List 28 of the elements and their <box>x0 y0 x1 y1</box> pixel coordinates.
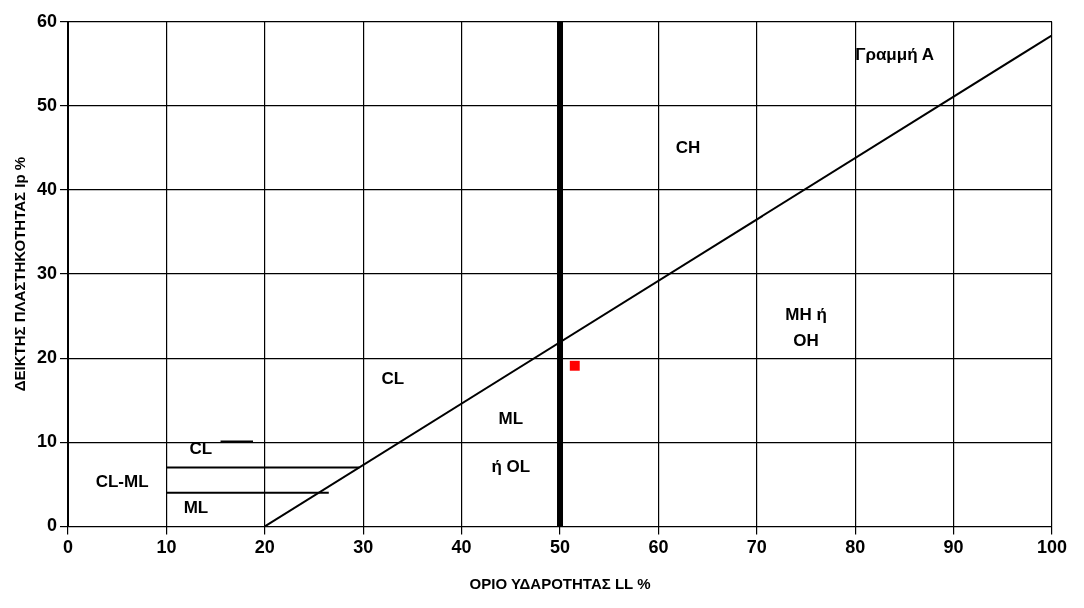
x-tick-label: 50 <box>550 537 571 558</box>
y-tick-label: 60 <box>36 10 58 31</box>
x-tick-label: 0 <box>63 537 74 558</box>
annotation: CL-ML <box>95 471 149 491</box>
annotation: Γραμμή Α <box>855 45 934 65</box>
x-tick-label: 90 <box>943 537 964 558</box>
y-tick-label: 10 <box>36 431 58 452</box>
annotation: ML <box>183 498 209 518</box>
annotation: ή OL <box>491 457 531 477</box>
x-tick-label: 10 <box>156 537 177 558</box>
x-tick-label: 60 <box>648 537 669 558</box>
annotation: CH <box>675 137 701 157</box>
y-tick-label: 50 <box>36 94 58 115</box>
x-tick-label: 20 <box>254 537 275 558</box>
x-axis-title: ΟΡΙΟ ΥΔΑΡΟΤΗΤΑΣ LL % <box>469 575 651 593</box>
x-tick-label: 30 <box>353 537 374 558</box>
x-tick-label: 40 <box>451 537 472 558</box>
y-tick-label: 0 <box>47 515 58 536</box>
y-tick-label: 30 <box>36 263 58 284</box>
x-tick-label: 100 <box>1036 537 1068 558</box>
annotation: CL <box>381 368 405 388</box>
annotation: ML <box>498 408 524 428</box>
y-tick-label: 20 <box>36 347 58 368</box>
x-tick-label: 80 <box>845 537 866 558</box>
y-tick-label: 40 <box>36 178 58 199</box>
y-axis-title: ΔΕΙΚΤΗΣ ΠΛΑΣΤΗΚΟΤΗΤΑΣ Ip % <box>11 156 29 392</box>
annotation: MH ή OH <box>785 305 827 351</box>
x-tick-label: 70 <box>746 537 767 558</box>
